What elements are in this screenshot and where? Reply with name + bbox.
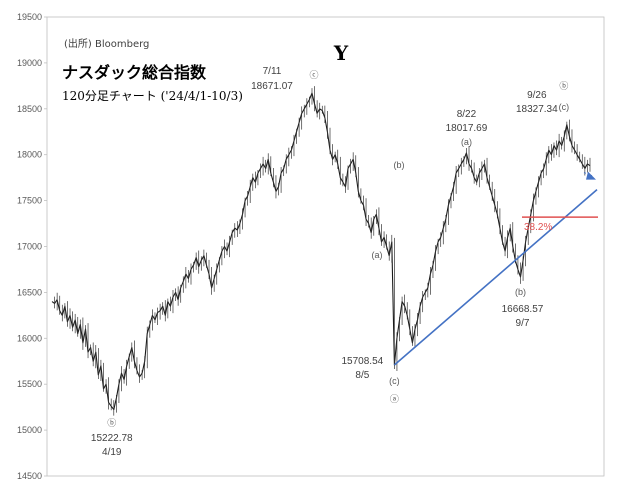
y-tick-label: 17500: [17, 196, 42, 206]
b-wave: (b): [515, 287, 526, 297]
low-value: 15708.54: [342, 356, 384, 367]
low-date: 8/5: [355, 370, 369, 381]
c-wave-circle: ⓑ: [559, 81, 568, 91]
y-axis: 14500 15000 15500 16000 16500 17000 17500 18000…: [17, 12, 605, 481]
fib-level-label: 38.2%: [524, 222, 552, 233]
c-wave: (c): [559, 102, 570, 112]
peak-wave: ⓒ: [309, 70, 318, 80]
a-date: 8/22: [457, 109, 477, 120]
chart-title: ナスダック総合指数: [62, 63, 207, 82]
y-tick-label: 17000: [17, 242, 42, 252]
low-wave: (c): [389, 376, 400, 386]
c-value: 18327.34: [516, 104, 558, 115]
wave-label-Y: Y: [333, 41, 349, 65]
b-date: 9/7: [516, 318, 530, 329]
c-date: 9/26: [527, 90, 547, 101]
peak-value: 18671.07: [251, 81, 293, 92]
source-label: (出所) Bloomberg: [64, 37, 149, 50]
start-wave-circle: ⓑ: [107, 418, 116, 428]
y-tick-label: 18500: [17, 104, 42, 114]
y-tick-label: 19500: [17, 12, 42, 22]
y-tick-label: 16000: [17, 333, 42, 343]
chart-texts: (出所) Bloomberg ナスダック総合指数 120分足チャート ('24/4/…: [62, 37, 569, 458]
a-wave: (a): [461, 137, 472, 147]
price-line: [51, 92, 591, 411]
y-tick-label: 15000: [17, 425, 42, 435]
y-tick-label: 19000: [17, 58, 42, 68]
start-value: 15222.78: [91, 433, 133, 444]
overlays: 38.2%: [393, 171, 598, 366]
y-tick-label: 14500: [17, 471, 42, 481]
a-value: 18017.69: [446, 123, 488, 134]
sub-wave-b: (b): [394, 160, 405, 170]
sub-wave-a: (a): [372, 250, 383, 260]
y-tick-label: 16500: [17, 287, 42, 297]
plot-frame: [46, 16, 605, 477]
trendline: [393, 188, 598, 366]
low-wave-circle: ⓐ: [390, 394, 399, 404]
chart-subtitle: 120分足チャート ('24/4/1-10/3): [62, 89, 243, 103]
peak-date: 7/11: [263, 66, 282, 77]
y-tick-label: 18000: [17, 150, 42, 160]
y-tick-label: 15500: [17, 379, 42, 389]
projection-arrow-head: [586, 171, 596, 180]
b-value: 16668.57: [502, 304, 544, 315]
price-series: [51, 86, 591, 416]
start-date: 4/19: [102, 447, 122, 458]
